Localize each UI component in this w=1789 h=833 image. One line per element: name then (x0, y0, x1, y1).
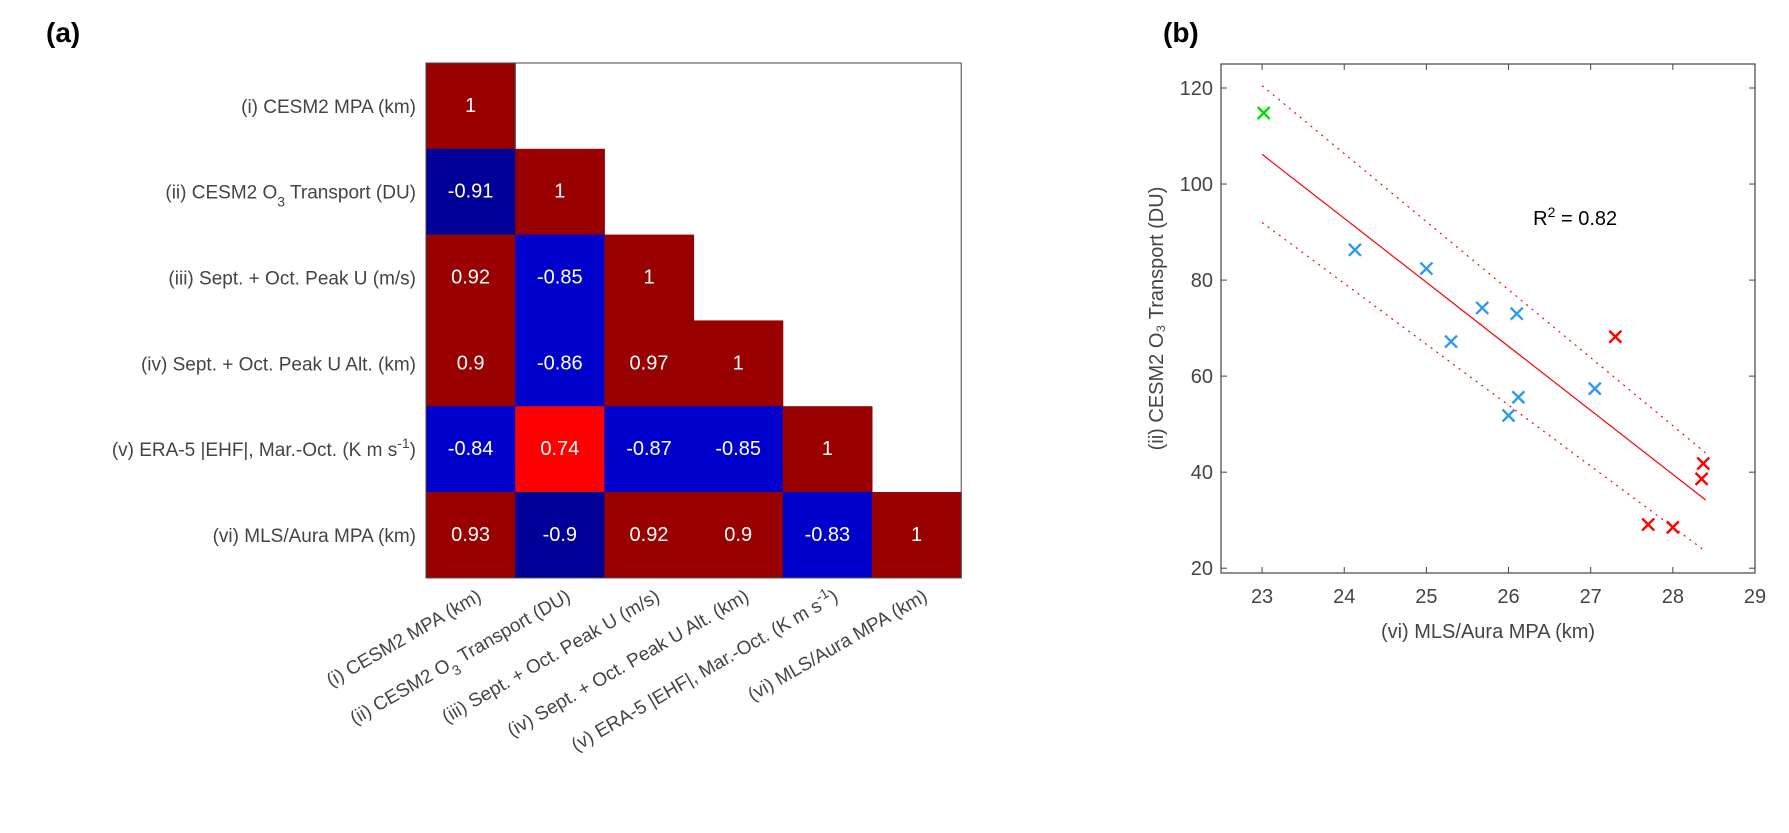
cell-value: -0.87 (626, 438, 672, 460)
heatmap-cell (693, 406, 784, 493)
data-point-red (1641, 517, 1656, 532)
regression-line (1261, 153, 1707, 501)
heatmap-cell (782, 406, 873, 493)
heatmap-cell (426, 234, 516, 321)
x-axis-label: (vi) MLS/Aura MPA (km) (1381, 621, 1595, 643)
cell-value: 0.92 (630, 524, 669, 546)
cell-value: -0.84 (448, 438, 494, 460)
data-point-blue (1501, 408, 1516, 423)
cell-value: 0.74 (540, 438, 579, 460)
y-tick-label: 40 (1191, 462, 1213, 484)
heatmap-cell (515, 234, 605, 321)
cell-value: -0.9 (543, 524, 577, 546)
heatmap-cell (693, 492, 784, 579)
heatmap-cell (604, 492, 695, 579)
heatmap-cell (604, 320, 695, 407)
row-label: (iv) Sept. + Oct. Peak U Alt. (km) (141, 354, 416, 375)
y-tick-label: 120 (1180, 78, 1213, 100)
y-tick-label: 20 (1191, 558, 1213, 580)
row-label: (v) ERA-5 |EHF|, Mar.-Oct. (K m s-1) (112, 435, 416, 461)
heatmap-cell (515, 406, 605, 493)
correlation-heatmap: 1-0.91 10.92 -0.85 10.9 -0.86 0.97 1-0.84 0.74-… (112, 62, 962, 756)
lower-confidence-bound (1261, 221, 1707, 552)
data-point-red (1696, 456, 1711, 471)
data-point-red (1608, 329, 1623, 344)
cell-value: 1 (643, 267, 654, 289)
data-point-blue (1419, 261, 1434, 276)
data-point-blue (1348, 242, 1362, 257)
y-tick-label: 60 (1191, 366, 1213, 388)
x-tick-label: 26 (1497, 586, 1519, 608)
x-tick-label: 23 (1251, 586, 1273, 608)
y-tick-label: 80 (1191, 270, 1213, 292)
cell-value: -0.85 (715, 438, 761, 460)
row-label: (vi) MLS/Aura MPA (km) (213, 526, 416, 547)
data-point-blue (1511, 390, 1526, 405)
heatmap-frame (425, 62, 962, 579)
cell-value: 0.9 (457, 352, 485, 374)
cell-value: -0.86 (537, 352, 583, 374)
row-label: (i) CESM2 MPA (km) (241, 97, 416, 118)
x-tick-label: 29 (1744, 586, 1766, 608)
data-point-green (1256, 106, 1271, 120)
cell-value: 1 (554, 181, 565, 203)
panel-a-label: (a) (46, 17, 80, 48)
heatmap-cell (515, 320, 605, 407)
heatmap-cell (782, 492, 873, 579)
data-point-blue (1444, 334, 1458, 349)
cell-value: 1 (465, 95, 476, 117)
cell-value: 1 (911, 524, 922, 546)
y-axis-label: (ii) CESM2 O₃ Transport (DU) (1146, 187, 1168, 451)
heatmap-cell (426, 320, 516, 407)
cell-value: -0.85 (537, 267, 583, 289)
x-tick-label: 25 (1415, 586, 1437, 608)
heatmap-cell (426, 148, 516, 236)
heatmap-cell (693, 320, 784, 407)
heatmap-cell (872, 492, 962, 579)
scatter-plot: 23 24 25 26 27 28 29 20 40 60 80 100 120 (vi) MLS/Aur… (1146, 63, 1766, 643)
upper-confidence-bound (1261, 85, 1707, 454)
heatmap-cell (604, 406, 695, 493)
cell-value: 0.92 (451, 267, 490, 289)
cell-value: -0.91 (448, 181, 494, 203)
cell-value: 1 (822, 438, 833, 460)
data-point-red (1694, 472, 1709, 486)
x-tick-label: 27 (1580, 586, 1602, 608)
cell-value: 0.93 (451, 524, 490, 546)
heatmap-cell (515, 492, 605, 579)
heatmap-cell (604, 234, 695, 321)
axes-box (1220, 63, 1756, 574)
data-point-blue (1509, 306, 1524, 321)
x-tick-label: 28 (1662, 586, 1684, 608)
cell-value: 0.9 (724, 524, 752, 546)
data-point-blue (1475, 301, 1490, 315)
heatmap-cell (426, 492, 516, 579)
cell-value: 0.97 (630, 352, 669, 374)
cell-value: 1 (733, 352, 744, 374)
row-label: (ii) CESM2 O3 Transport (DU) (165, 183, 416, 210)
x-tick-label: 24 (1333, 586, 1355, 608)
data-point-blue (1587, 381, 1602, 396)
heatmap-cell (426, 63, 516, 150)
y-tick-label: 100 (1180, 174, 1213, 196)
heatmap-cell (426, 406, 516, 493)
panel-b-label: (b) (1163, 17, 1199, 48)
data-point-red (1666, 520, 1680, 535)
r-squared-annotation: R2 = 0.82 (1533, 204, 1617, 230)
heatmap-cell (515, 148, 605, 236)
cell-value: -0.83 (805, 524, 851, 546)
row-label: (iii) Sept. + Oct. Peak U (m/s) (168, 269, 416, 290)
